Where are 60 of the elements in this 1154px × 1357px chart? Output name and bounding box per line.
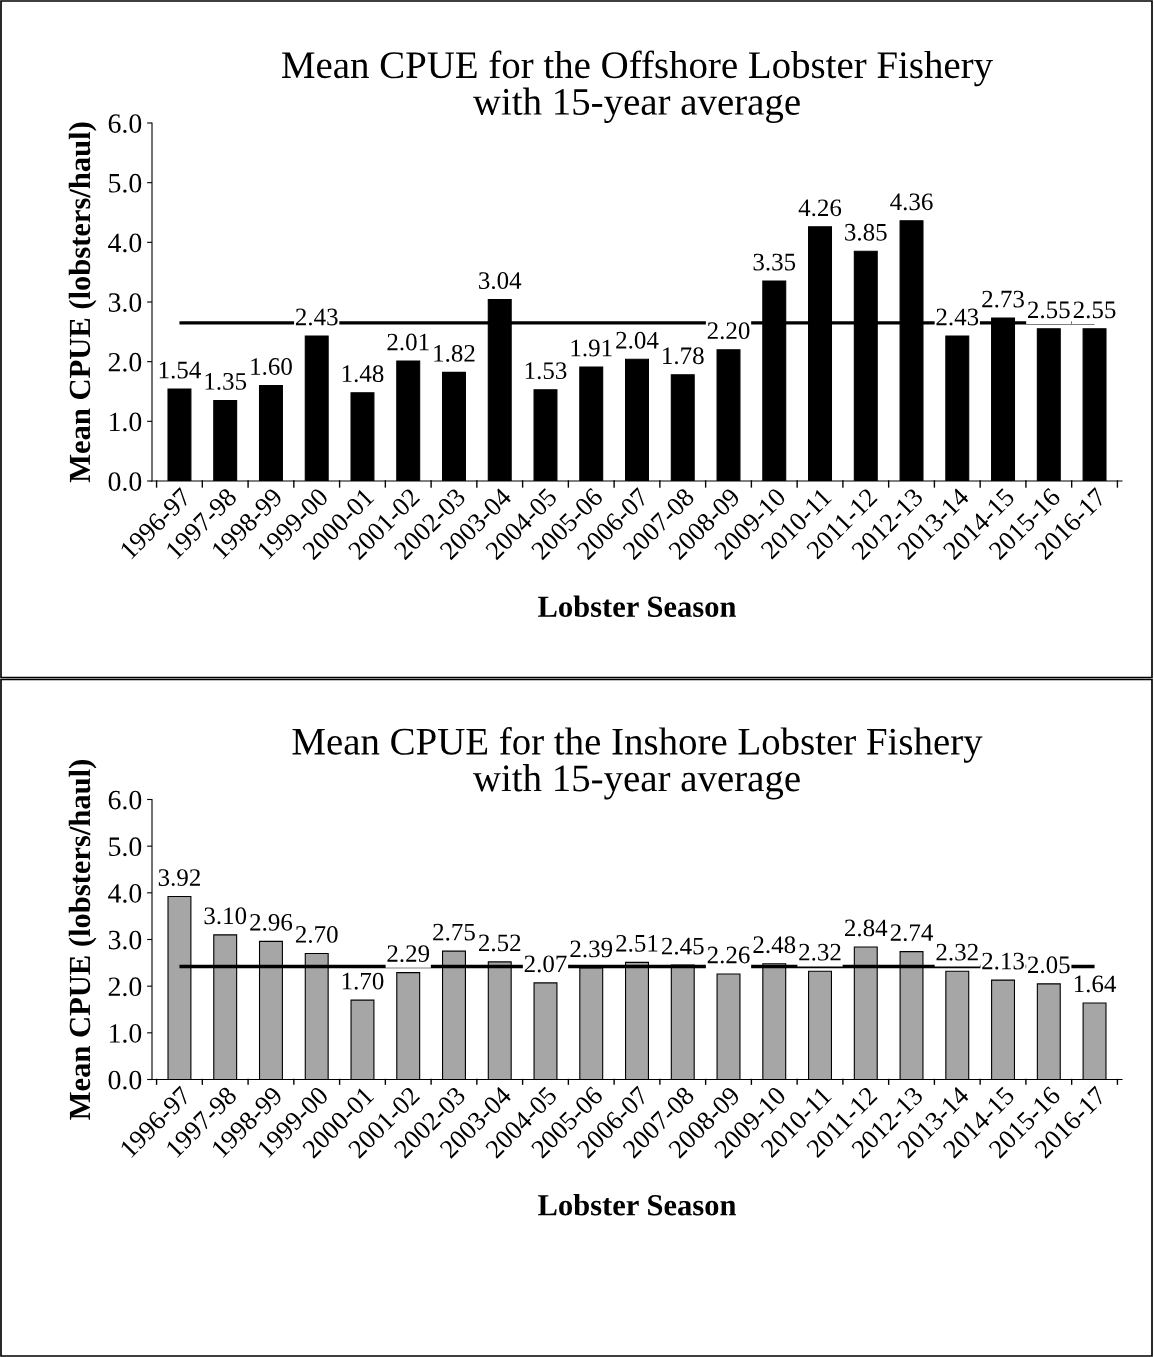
data-label: 1.54 [159, 361, 201, 379]
y-tick-label: 6.0 [108, 114, 142, 134]
y-tick-label: 3.0 [108, 930, 142, 950]
y-tick-label: 2.0 [108, 352, 142, 372]
chart-title: Mean CPUE for the Inshore Lobster Fishery with 15-year average [292, 727, 983, 800]
data-label: 2.43 [295, 308, 338, 326]
data-label: 2.52 [478, 934, 521, 952]
data-label: 2.01 [387, 333, 429, 351]
data-label: 3.85 [845, 223, 887, 241]
data-label: 1.78 [663, 347, 704, 365]
data-label: 3.92 [158, 869, 200, 887]
y-tick-label: 4.0 [108, 884, 142, 903]
data-label: 2.43 [936, 308, 979, 326]
y-axis-title: Mean CPUE (lobsters/haul) [68, 122, 97, 483]
data-label: 2.75 [433, 923, 475, 941]
x-axis-title: Lobster Season [538, 1194, 737, 1216]
data-label: 1.60 [251, 358, 292, 376]
data-label: 2.96 [250, 913, 293, 931]
data-label: 2.74 [890, 924, 934, 942]
data-label: 2.48 [753, 936, 796, 954]
data-label: 2.29 [387, 945, 430, 963]
y-tick-label: 1.0 [110, 1024, 142, 1043]
y-tick-label: 4.0 [108, 233, 142, 253]
data-label: 1.48 [342, 365, 384, 383]
data-label: 2.04 [616, 331, 659, 349]
data-label: 2.20 [707, 322, 750, 340]
data-label: 2.45 [661, 937, 704, 955]
data-label: 4.26 [798, 199, 842, 217]
data-label: 2.39 [570, 940, 613, 958]
data-label: 2.07 [524, 955, 567, 973]
data-label: 2.55 [1028, 301, 1070, 319]
data-label: 2.55 [1073, 301, 1116, 319]
x-axis-title: Lobster Season [538, 595, 737, 618]
y-tick-label: 5.0 [109, 837, 142, 857]
data-label: 1.70 [342, 972, 384, 990]
data-label: 2.84 [845, 919, 888, 937]
data-label: 2.32 [799, 943, 841, 961]
y-tick-label: 3.0 [108, 293, 142, 313]
data-label: 2.13 [982, 952, 1024, 970]
data-label: 1.64 [1074, 975, 1117, 993]
data-label: 3.04 [479, 272, 522, 290]
y-tick-label: 5.0 [109, 173, 142, 193]
y-tick-label: 1.0 [110, 412, 142, 432]
data-label: 2.70 [295, 926, 338, 943]
y-axis-title: Mean CPUE (lobsters/haul) [68, 760, 97, 1120]
data-label: 2.05 [1028, 956, 1070, 974]
data-label: 2.32 [936, 943, 978, 961]
chart-title: Mean CPUE for the Offshore Lobster Fishery with 15-year average [282, 50, 993, 123]
data-label: 1.35 [205, 373, 247, 390]
data-label: 3.10 [204, 907, 247, 925]
data-label: 1.82 [434, 344, 475, 362]
data-label: 3.35 [753, 253, 796, 271]
data-label: 2.73 [982, 290, 1024, 308]
data-label: 1.53 [525, 362, 567, 380]
data-label: 2.51 [616, 934, 658, 952]
data-label: 2.26 [707, 946, 750, 964]
data-label: 4.36 [890, 193, 933, 211]
data-label: 1.91 [571, 339, 612, 357]
y-tick-label: 2.0 [108, 977, 142, 997]
y-tick-label: 6.0 [108, 790, 142, 810]
